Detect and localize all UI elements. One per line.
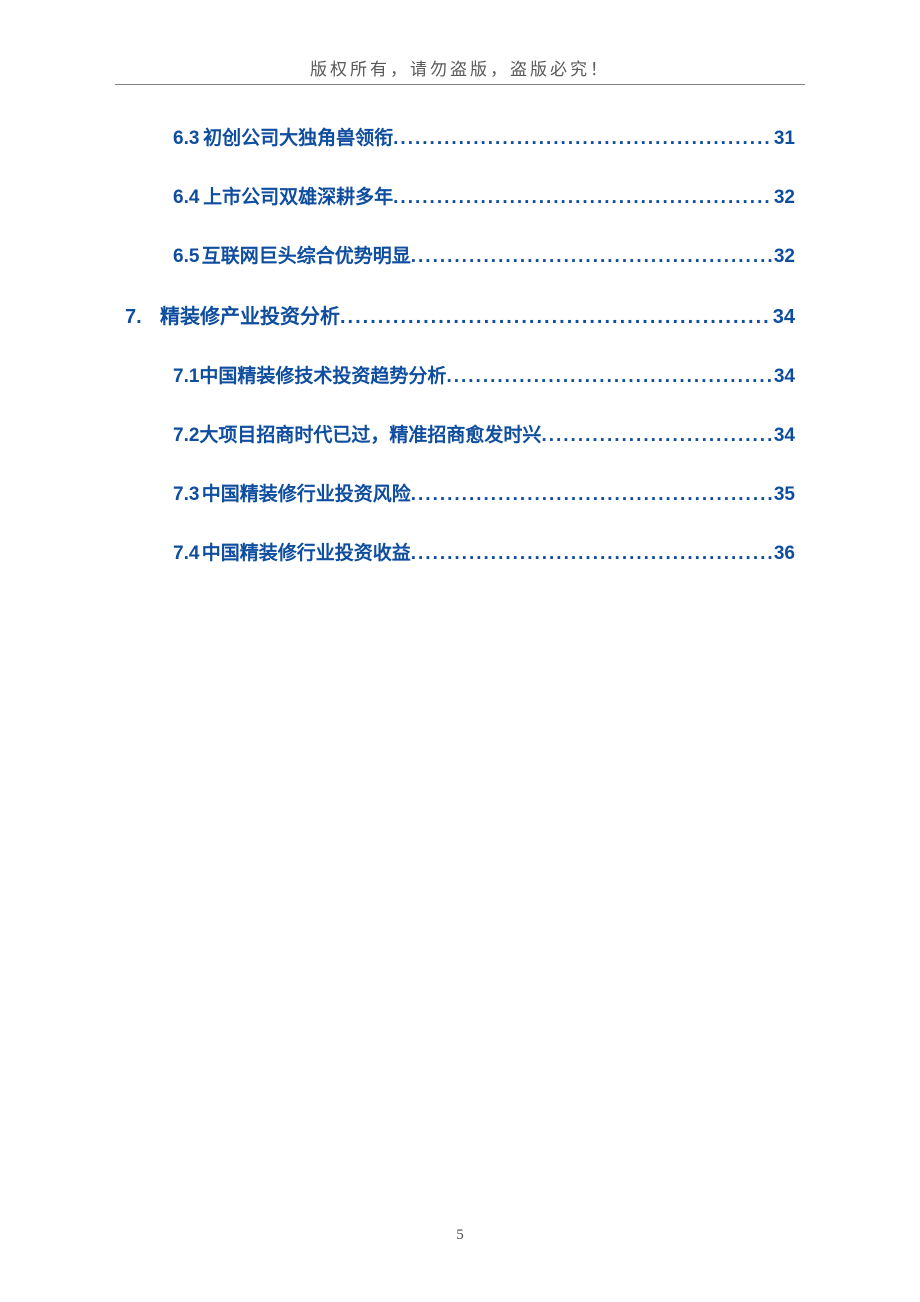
- toc-entry[interactable]: 7.3 中国精装修行业投资风险 35: [125, 479, 795, 506]
- toc-entry-page: 32: [772, 246, 795, 268]
- toc-entry-page: 34: [771, 306, 795, 329]
- toc-leader-dots: [393, 128, 772, 150]
- toc-entry-page: 31: [772, 128, 795, 150]
- toc-entry-title: 大项目招商时代已过，精准招商愈发时兴: [199, 420, 541, 447]
- toc-entry-number: 6.3: [173, 128, 203, 150]
- toc-entry-number: 7.4: [173, 543, 202, 565]
- toc-entry-title: 中国精装修行业投资风险: [202, 479, 411, 506]
- toc-leader-dots: [340, 306, 771, 329]
- toc-leader-dots: [411, 246, 772, 268]
- toc-entry-title: 上市公司双雄深耕多年: [203, 182, 393, 209]
- toc-entry-title: 互联网巨头综合优势明显: [202, 241, 411, 268]
- toc-entry[interactable]: 7.2 大项目招商时代已过，精准招商愈发时兴 34: [125, 420, 795, 447]
- toc-entry-number: 6.5: [173, 246, 202, 268]
- toc-entry-page: 34: [772, 425, 795, 447]
- toc-entry-title: 初创公司大独角兽领衔: [203, 123, 393, 150]
- page-header: 版权所有，请勿盗版，盗版必究！: [115, 55, 805, 85]
- toc-entry-number: 7.3: [173, 484, 202, 506]
- toc-entry-page: 32: [772, 187, 795, 209]
- toc-leader-dots: [411, 543, 772, 565]
- toc-entry[interactable]: 7. 精装修产业投资分析 34: [125, 300, 795, 329]
- toc-leader-dots: [393, 187, 772, 209]
- page-number: 5: [0, 1227, 920, 1244]
- toc-entry-number: 6.4: [173, 187, 203, 209]
- toc-entry-page: 35: [772, 484, 795, 506]
- toc-entry[interactable]: 7.1 中国精装修技术投资趋势分析 34: [125, 361, 795, 388]
- toc-entry-number: 7.1: [173, 366, 199, 388]
- toc-entry-page: 34: [772, 366, 795, 388]
- toc-leader-dots: [411, 484, 772, 506]
- toc-entry-title: 中国精装修技术投资趋势分析: [199, 361, 446, 388]
- toc-entry-number: 7.2: [173, 425, 199, 447]
- toc-entry[interactable]: 6.5 互联网巨头综合优势明显 32: [125, 241, 795, 268]
- toc-entry[interactable]: 6.4 上市公司双雄深耕多年 32: [125, 182, 795, 209]
- toc-entry-number: 7.: [125, 306, 160, 329]
- toc-entry-title: 精装修产业投资分析: [160, 300, 340, 329]
- toc-entry-page: 36: [772, 543, 795, 565]
- document-page: 版权所有，请勿盗版，盗版必究！ 6.3 初创公司大独角兽领衔 31 6.4 上市…: [0, 0, 920, 1302]
- toc-entry[interactable]: 6.3 初创公司大独角兽领衔 31: [125, 123, 795, 150]
- copyright-notice: 版权所有，请勿盗版，盗版必究！: [310, 60, 610, 79]
- toc-leader-dots: [446, 366, 771, 388]
- toc-entry[interactable]: 7.4 中国精装修行业投资收益 36: [125, 538, 795, 565]
- toc-entry-title: 中国精装修行业投资收益: [202, 538, 411, 565]
- table-of-contents: 6.3 初创公司大独角兽领衔 31 6.4 上市公司双雄深耕多年 32 6.5 …: [115, 123, 805, 565]
- toc-leader-dots: [541, 425, 771, 447]
- header-divider: [115, 84, 805, 85]
